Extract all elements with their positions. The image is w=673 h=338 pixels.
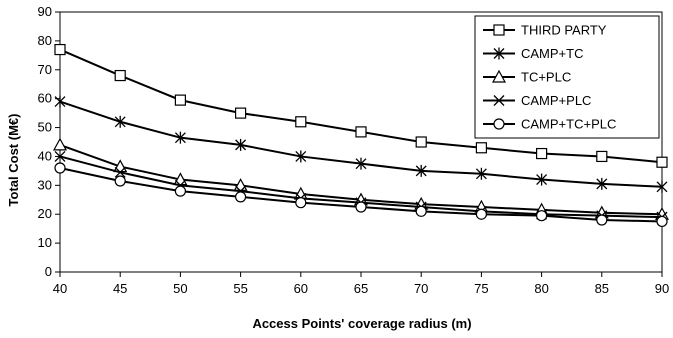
data-point	[295, 150, 307, 163]
legend-entry: CAMP+TC+PLC	[483, 117, 616, 132]
series-camp-tc	[54, 95, 668, 193]
series-third-party	[54, 43, 668, 168]
data-point	[535, 147, 548, 160]
x-axis-title: Access Points' coverage radius (m)	[252, 316, 471, 331]
legend-label: TC+PLC	[521, 70, 571, 85]
data-point	[114, 115, 126, 128]
data-point	[475, 167, 487, 180]
x-tick-label: 45	[113, 281, 127, 296]
x-tick-label: 85	[595, 281, 609, 296]
data-point	[596, 177, 608, 190]
data-point	[415, 136, 427, 148]
data-point	[535, 210, 548, 222]
y-tick-label: 0	[45, 264, 52, 279]
data-point	[656, 215, 668, 228]
data-point	[114, 166, 126, 178]
x-tick-label: 80	[534, 281, 548, 296]
data-point	[355, 126, 367, 138]
legend-label: CAMP+PLC	[521, 93, 591, 108]
legend-label: THIRD PARTY	[521, 23, 607, 38]
y-tick-label: 90	[38, 4, 52, 19]
data-point	[235, 138, 247, 151]
data-point	[596, 150, 608, 163]
data-point	[54, 150, 66, 162]
legend-marker	[493, 47, 505, 60]
data-point	[174, 131, 186, 144]
y-tick-label: 70	[38, 62, 52, 77]
x-tick-label: 65	[354, 281, 368, 296]
x-tick-label: 70	[414, 281, 428, 296]
data-point	[415, 164, 427, 177]
legend-entry: THIRD PARTY	[483, 23, 607, 38]
y-tick-label: 60	[38, 91, 52, 106]
data-point	[174, 94, 186, 106]
y-tick-label: 10	[38, 235, 52, 250]
data-point	[355, 157, 367, 170]
series-camp-tc-plc	[54, 162, 668, 228]
legend-marker	[493, 95, 505, 106]
data-point	[355, 201, 367, 213]
x-tick-label: 75	[474, 281, 488, 296]
data-point	[174, 185, 186, 197]
data-point	[114, 175, 126, 187]
y-tick-label: 50	[38, 120, 52, 135]
data-point	[475, 208, 487, 220]
data-point	[415, 205, 427, 217]
legend-marker	[491, 69, 507, 83]
data-point	[235, 191, 247, 203]
legend-label: CAMP+TC	[521, 46, 583, 61]
data-point	[475, 142, 487, 154]
x-tick-label: 50	[173, 281, 187, 296]
data-point	[295, 116, 307, 128]
legend-label: CAMP+TC+PLC	[521, 117, 616, 132]
legend-marker	[493, 24, 505, 36]
legend: THIRD PARTY CAMP+TC TC+PLC CAMP+PLC CAMP+TC+…	[474, 15, 660, 139]
data-point	[114, 69, 126, 82]
data-point	[536, 173, 548, 186]
y-tick-label: 80	[38, 33, 52, 48]
x-tick-label: 60	[294, 281, 308, 296]
data-point	[54, 162, 66, 174]
legend-entry: CAMP+PLC	[483, 93, 591, 108]
legend-entry: TC+PLC	[483, 70, 571, 85]
y-tick-label: 30	[38, 177, 52, 192]
y-axis-title: Total Cost (M€)	[6, 114, 21, 207]
y-tick-label: 40	[38, 148, 52, 163]
data-point	[235, 107, 247, 119]
data-point	[656, 180, 668, 193]
x-tick-label: 40	[53, 281, 67, 296]
legend-marker	[493, 118, 505, 130]
data-point	[656, 156, 668, 168]
data-point	[52, 137, 68, 151]
data-point	[596, 214, 608, 226]
y-tick-label: 20	[38, 206, 52, 221]
x-tick-label: 90	[655, 281, 669, 296]
data-point	[54, 95, 66, 108]
data-point	[54, 43, 66, 56]
legend-entry: CAMP+TC	[483, 46, 583, 61]
x-tick-label: 55	[233, 281, 247, 296]
data-point	[295, 197, 307, 209]
